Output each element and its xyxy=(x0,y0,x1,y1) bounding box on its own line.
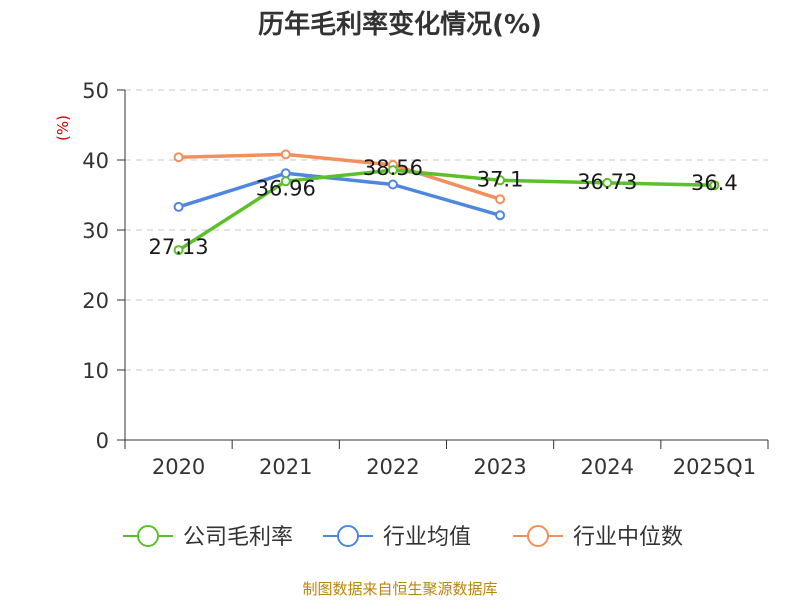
data-label: 36.4 xyxy=(691,171,738,195)
y-tick-label: 50 xyxy=(82,79,109,103)
series-point xyxy=(495,210,506,221)
legend-marker xyxy=(337,525,359,547)
x-tick-label: 2020 xyxy=(152,455,205,479)
chart-title: 历年毛利率变化情况(%) xyxy=(258,10,542,40)
x-tick-label: 2021 xyxy=(259,455,312,479)
legend-item: 公司毛利率 xyxy=(123,525,293,550)
y-tick-label: 20 xyxy=(82,289,109,313)
y-tick-label: 30 xyxy=(82,219,109,243)
legend-label: 公司毛利率 xyxy=(183,525,293,550)
series-layer xyxy=(173,149,720,256)
legend-item: 行业中位数 xyxy=(513,525,683,550)
legend-item: 行业均值 xyxy=(323,525,471,550)
data-label: 27.13 xyxy=(149,235,209,259)
series-point xyxy=(387,165,398,176)
legend-label: 行业中位数 xyxy=(573,525,683,550)
data-label: 36.73 xyxy=(577,170,637,194)
data-label: 37.1 xyxy=(477,167,524,191)
series-point xyxy=(602,177,613,188)
x-tick-label: 2024 xyxy=(581,455,634,479)
legend-marker xyxy=(137,525,159,547)
legend: 公司毛利率 行业均值 行业中位数 xyxy=(123,525,683,550)
series-line xyxy=(178,152,501,201)
data-label: 36.96 xyxy=(256,176,316,200)
data-label: 38.56 xyxy=(363,156,423,180)
series-point xyxy=(495,194,506,205)
source-note: 制图数据来自恒生聚源数据库 xyxy=(302,580,498,598)
series-point xyxy=(709,180,720,191)
series-point xyxy=(173,245,184,256)
series-point xyxy=(173,201,184,212)
grid-layer xyxy=(125,89,768,371)
x-tick-label: 2023 xyxy=(473,455,526,479)
series-point xyxy=(280,176,291,187)
series-point xyxy=(387,179,398,190)
legend-label: 行业均值 xyxy=(383,525,471,550)
legend-marker xyxy=(527,525,549,547)
y-tick-label: 0 xyxy=(96,429,109,453)
data-label-layer: 27.13 36.96 38.56 37.1 36.73 36.4 xyxy=(149,156,738,259)
series-line xyxy=(177,168,715,252)
series-point xyxy=(495,175,506,186)
x-tick-label: 2025Q1 xyxy=(673,455,756,479)
axis-layer: 0 10 20 30 40 50 (%) 2020 2021 2022 2023 2024 2025Q1 xyxy=(54,79,769,479)
series-line xyxy=(178,171,501,217)
x-tick-label: 2022 xyxy=(366,455,419,479)
y-tick-label: 40 xyxy=(82,149,109,173)
series-point xyxy=(173,152,184,163)
y-axis-title: (%) xyxy=(54,115,72,141)
series-point xyxy=(280,149,291,160)
y-tick-label: 10 xyxy=(82,359,109,383)
